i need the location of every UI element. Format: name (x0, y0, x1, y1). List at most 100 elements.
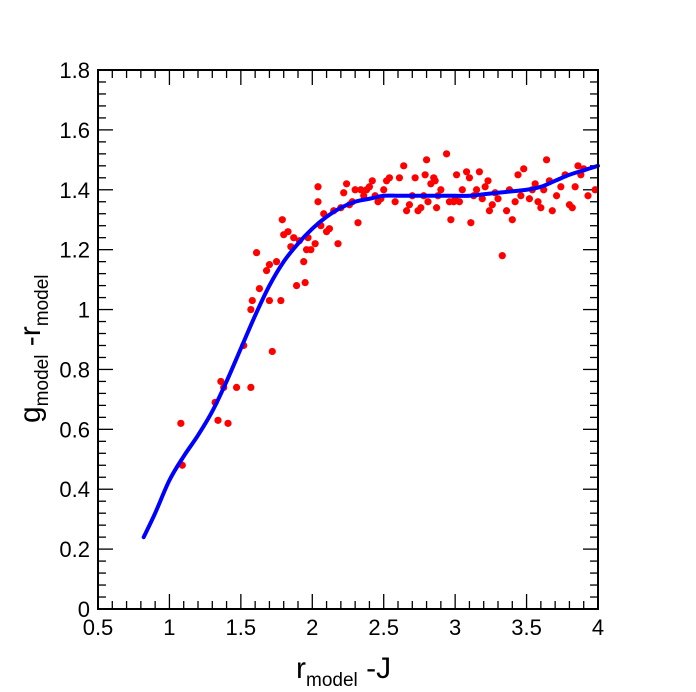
data-point (342, 180, 351, 188)
data-point (214, 416, 222, 424)
data-point (284, 228, 292, 236)
data-point (548, 207, 556, 215)
y-tick-label: 1.6 (59, 118, 90, 143)
data-point (542, 156, 551, 164)
data-point (265, 261, 274, 269)
y-axis-title-main: g (14, 406, 47, 423)
data-point (334, 240, 342, 248)
data-point (248, 296, 256, 305)
data-point (357, 186, 365, 194)
y-tick-label: 0.6 (59, 417, 90, 442)
data-point (311, 240, 319, 248)
data-point (467, 219, 475, 227)
y-tick-label: 1.2 (59, 238, 90, 263)
x-axis-title-subscript: model (306, 670, 358, 691)
x-tick-label: 2 (306, 615, 318, 640)
data-point (255, 284, 264, 293)
data-point (447, 216, 455, 224)
data-point (224, 419, 232, 427)
x-tick-label: 0.5 (83, 615, 114, 640)
data-point (472, 186, 481, 194)
data-point (300, 258, 308, 266)
data-point (488, 201, 496, 209)
data-point (177, 419, 185, 427)
y-tick-label: 0.8 (59, 357, 90, 382)
data-point (485, 207, 494, 215)
data-point (520, 165, 528, 173)
data-point (417, 204, 425, 212)
data-point (402, 207, 411, 215)
x-tick-label: 2.5 (368, 615, 399, 640)
data-point (424, 198, 432, 206)
y-tick-label: 1.4 (59, 178, 90, 203)
data-point (411, 174, 419, 182)
data-point (431, 177, 439, 185)
data-point (481, 183, 489, 191)
data-point (400, 162, 408, 170)
y-axis-title: gmodel -rmodel (14, 274, 53, 423)
data-point (380, 186, 388, 194)
data-point (292, 282, 301, 290)
data-point (571, 183, 579, 191)
y-axis-title-subscript: model (32, 355, 53, 407)
y-axis-title-subscript-2: model (32, 274, 53, 326)
y-tick-label: 1 (78, 298, 90, 323)
x-tick-label: 3.5 (511, 615, 542, 640)
data-point (301, 279, 309, 287)
data-point (385, 174, 394, 182)
data-point (437, 186, 445, 194)
data-point (465, 174, 474, 182)
data-point (314, 183, 322, 191)
data-point (442, 150, 451, 158)
data-point (517, 192, 525, 200)
data-point (584, 192, 592, 200)
data-point (421, 171, 429, 179)
data-point (574, 162, 582, 170)
data-point (458, 186, 466, 194)
fit-curve (141, 163, 600, 540)
data-point (265, 296, 274, 305)
y-tick-label: 1.8 (59, 58, 90, 83)
data-point (217, 377, 225, 386)
x-axis-title-main: r (296, 652, 306, 685)
data-point (478, 195, 486, 203)
data-point (354, 219, 362, 227)
data-point (247, 305, 255, 314)
data-point (351, 186, 359, 194)
data-point (534, 198, 542, 206)
data-point (462, 168, 471, 176)
data-point (277, 296, 285, 305)
data-point (525, 195, 534, 203)
data-point (325, 225, 334, 233)
data-point (290, 234, 298, 242)
x-tick-label: 4 (592, 615, 604, 640)
data-point (537, 204, 545, 212)
data-point (395, 174, 404, 182)
data-point (432, 204, 441, 212)
x-axis-title: rmodel -J (296, 652, 391, 691)
y-tick-label: 0 (78, 597, 90, 622)
data-point (591, 186, 599, 194)
x-axis-title-suffix: -J (358, 652, 391, 685)
data-point (272, 258, 281, 266)
data-point (484, 177, 492, 185)
y-tick-label: 0.2 (59, 537, 90, 562)
data-point (268, 347, 276, 356)
x-tick-label: 1.5 (226, 615, 257, 640)
data-point (514, 171, 522, 179)
y-tick-label: 0.4 (59, 477, 90, 502)
plot-frame (97, 69, 599, 610)
data-point (314, 198, 322, 206)
data-point (452, 171, 461, 179)
data-point (511, 198, 519, 206)
y-axis-title-mid: -r (14, 326, 47, 354)
data-point (568, 204, 576, 212)
data-point (307, 246, 315, 254)
data-point (455, 198, 464, 206)
data-point (405, 201, 414, 209)
x-tick-label: 3 (449, 615, 461, 640)
x-tick-label: 1 (163, 615, 175, 640)
data-point (365, 183, 374, 191)
scatter-points (177, 150, 599, 469)
data-point (368, 177, 376, 185)
